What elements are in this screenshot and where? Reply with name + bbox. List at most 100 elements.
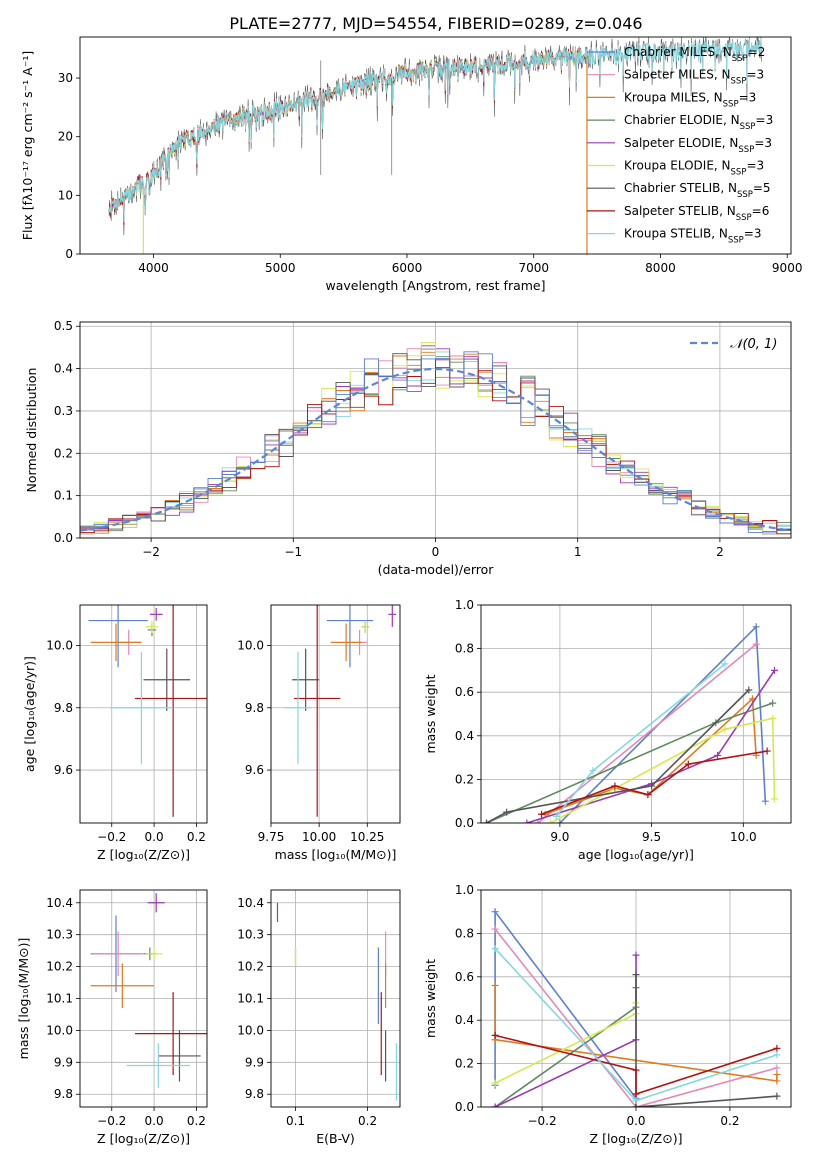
weight-marker xyxy=(547,819,555,823)
panel-age_vs_mass: 9.75 10.00 10.25 9.6 9.8 10.0 mass [log₁₀(M/M⊙… xyxy=(237,604,401,862)
y-tick-label: 9.6 xyxy=(245,763,264,777)
panel-mass_vs_Z: −0.2 0.0 0.2 9.8 9.9 10.0 10.1 10.2 10.3 10.4 Z [l… xyxy=(16,889,208,1146)
y-axis-label: Flux [fλ10⁻¹⁷ erg cm⁻² s⁻¹ A⁻¹] xyxy=(20,51,35,240)
weight-marker xyxy=(523,819,531,823)
legend-entry: 𝒩(0, 1) xyxy=(730,337,777,352)
weight-marker xyxy=(763,747,771,755)
x-tick-label: 9.75 xyxy=(258,830,285,844)
y-tick-label: 9.8 xyxy=(245,701,264,715)
x-tick-label: −0.2 xyxy=(97,830,126,844)
x-tick-label: −0.2 xyxy=(97,1114,126,1128)
weight-marker xyxy=(773,1051,781,1059)
axes-frame xyxy=(79,321,792,539)
weight-marker xyxy=(552,812,560,820)
y-tick-label: 9.9 xyxy=(245,1055,264,1069)
weight-series-line xyxy=(550,717,776,823)
weight-marker xyxy=(589,767,597,775)
x-tick-label: 0.2 xyxy=(358,1114,377,1128)
y-tick-label: 10.0 xyxy=(237,638,264,652)
x-tick-label: 1 xyxy=(574,545,582,559)
weight-marker xyxy=(503,808,511,816)
weight-series-line xyxy=(559,624,767,823)
x-axis-label: E(B-V) xyxy=(316,1131,355,1146)
legend-entry: Salpeter ELODIE, NSSP=3 xyxy=(624,136,772,155)
plot-area xyxy=(276,902,397,1101)
x-tick-label: −2 xyxy=(142,545,160,559)
axes-frame xyxy=(79,36,792,255)
plot-area xyxy=(491,908,781,1107)
weight-marker xyxy=(769,699,777,707)
plot-area xyxy=(80,342,791,535)
x-axis-label: Z [log₁₀(Z/Z⊙)] xyxy=(97,847,190,862)
y-tick-label: 10 xyxy=(58,188,73,202)
axes-frame xyxy=(270,889,401,1108)
panel-residuals: −2 −1 0 1 2 0.0 0.1 0.2 0.3 0.4 0.5 (data-model)/er… xyxy=(24,319,792,577)
y-tick-label: 1.0 xyxy=(455,598,474,612)
y-tick-label: 9.8 xyxy=(54,701,73,715)
y-tick-label: 0.4 xyxy=(455,729,474,743)
x-tick-label: 9.0 xyxy=(550,830,569,844)
x-axis-label: (data-model)/error xyxy=(378,562,495,577)
weight-marker xyxy=(632,971,640,979)
axes-frame xyxy=(480,604,792,824)
weight-series-line xyxy=(494,1034,778,1096)
x-tick-label: 10.00 xyxy=(302,830,336,844)
y-tick-label: 0.3 xyxy=(54,404,73,418)
residual-histogram xyxy=(80,351,791,533)
x-tick-label: 0.0 xyxy=(626,1114,645,1128)
axes-frame xyxy=(270,604,401,824)
legend-entry: Chabrier STELIB, NSSP=5 xyxy=(624,181,771,200)
y-tick-label: 10.1 xyxy=(46,992,73,1006)
panel-age_vs_Z: −0.2 0.0 0.2 9.6 9.8 10.0 Z [log₁₀(Z/Z⊙)] age [… xyxy=(22,604,208,862)
weight-marker xyxy=(773,1077,781,1085)
x-tick-label: 0.0 xyxy=(145,1114,164,1128)
weight-marker xyxy=(745,686,753,694)
legend-entry: Chabrier ELODIE, NSSP=3 xyxy=(624,113,773,132)
y-axis-label: age [log₁₀(age/yr)] xyxy=(22,656,37,772)
y-tick-label: 0.6 xyxy=(455,685,474,699)
y-tick-label: 0.8 xyxy=(455,642,474,656)
x-axis-label: mass [log₁₀(M/M⊙)] xyxy=(275,847,397,862)
weight-series-line xyxy=(486,702,773,823)
x-tick-label: 9000 xyxy=(772,261,803,275)
weight-series-line xyxy=(494,955,637,1107)
x-tick-label: 0.0 xyxy=(145,830,164,844)
x-tick-label: 0.2 xyxy=(187,1114,206,1128)
panel-mass_vs_ebv: 0.1 0.2 9.8 9.9 10.0 10.1 10.2 10.3 10.4 E(B-V) xyxy=(237,889,401,1146)
weight-marker xyxy=(770,666,778,674)
weight-marker xyxy=(770,795,778,803)
weight-marker xyxy=(538,810,546,818)
legend-entry: Kroupa STELIB, NSSP=3 xyxy=(624,227,762,246)
weight-series-line xyxy=(494,909,637,1099)
legend-entry: Kroupa ELODIE, NSSP=3 xyxy=(624,159,764,178)
plot-area xyxy=(483,623,778,823)
y-tick-label: 0.1 xyxy=(54,489,73,503)
x-axis-label: Z [log₁₀(Z/Z⊙)] xyxy=(97,1131,190,1146)
axes-frame xyxy=(79,889,208,1108)
weight-series-line xyxy=(537,643,757,823)
x-tick-label: 6000 xyxy=(392,261,423,275)
weight-marker xyxy=(556,819,564,823)
y-tick-label: 20 xyxy=(58,130,73,144)
y-tick-label: 30 xyxy=(58,71,73,85)
weight-marker xyxy=(491,1079,499,1087)
y-tick-label: 10.3 xyxy=(237,928,264,942)
weight-marker xyxy=(632,1103,640,1107)
y-tick-label: 1.0 xyxy=(455,883,474,897)
weight-marker xyxy=(773,1092,781,1100)
y-tick-label: 9.6 xyxy=(54,763,73,777)
x-tick-label: −0.2 xyxy=(527,1114,556,1128)
y-tick-label: 0.4 xyxy=(54,362,73,376)
plot-area xyxy=(284,605,397,817)
y-tick-label: 0.2 xyxy=(54,446,73,460)
weight-marker xyxy=(491,1103,499,1107)
weight-marker xyxy=(632,1096,640,1104)
x-tick-label: 5000 xyxy=(265,261,296,275)
normal-reference-curve xyxy=(80,367,791,532)
y-tick-label: 9.8 xyxy=(54,1087,73,1101)
y-tick-label: 0.2 xyxy=(455,772,474,786)
weight-series-line xyxy=(486,689,750,823)
weight-marker xyxy=(714,751,722,759)
x-tick-label: 0.2 xyxy=(720,1114,739,1128)
y-axis-label: mass weight xyxy=(423,674,438,753)
